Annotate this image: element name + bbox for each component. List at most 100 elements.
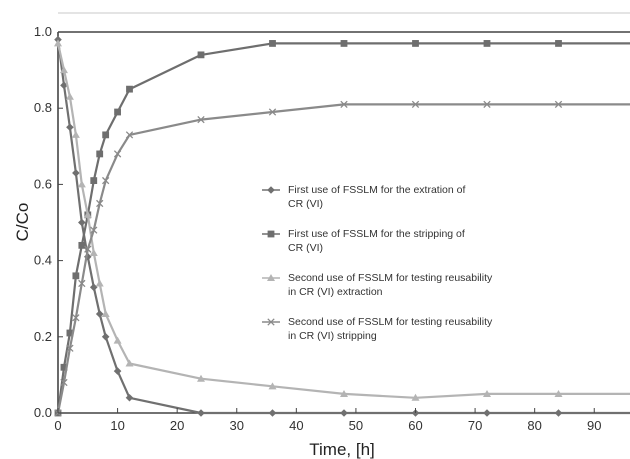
- data-point: [66, 344, 74, 352]
- x-marker-stroke: [66, 344, 74, 352]
- data-point: [483, 409, 491, 417]
- data-point: [60, 378, 68, 387]
- legend-label: Second use of FSSLM for testing reusabil…: [288, 316, 493, 328]
- data-point: [71, 130, 80, 138]
- y-tick-label: 0.6: [34, 176, 52, 191]
- ticks-layer: 0.0 0.2 0.4 0.6 0.8 1.0 0 10 20 30 40 50 60 70 80 90: [34, 24, 602, 433]
- data-point: [268, 382, 277, 390]
- data-point: [89, 248, 98, 256]
- x-tick-label: 70: [468, 418, 482, 433]
- data-point: [90, 226, 98, 234]
- legend-label: in CR (VI) stripping: [288, 330, 377, 342]
- data-point: [125, 359, 134, 367]
- legend-marker: [267, 318, 275, 326]
- data-point: [65, 92, 74, 100]
- data-point: [102, 131, 110, 139]
- data-point: [411, 100, 420, 109]
- series-line: [56, 42, 630, 414]
- data-point: [66, 123, 74, 132]
- legend-label: in CR (VI) extraction: [288, 286, 383, 298]
- data-point: [197, 409, 205, 417]
- x-marker-stroke: [102, 176, 110, 185]
- legend-entry-3: Second use of FSSLM for testing reusabil…: [262, 272, 493, 298]
- data-point: [101, 333, 110, 341]
- y-tick-label: 0.0: [34, 405, 52, 420]
- data-point: [197, 51, 205, 59]
- data-point: [268, 409, 277, 417]
- data-point: [554, 100, 563, 109]
- x-marker-stroke: [78, 279, 86, 288]
- x-marker-stroke: [267, 318, 275, 326]
- series-layer: [54, 35, 630, 417]
- x-tick-label: 10: [110, 418, 124, 433]
- x-tick-label: 0: [54, 418, 61, 433]
- series-line: [56, 43, 630, 399]
- data-point: [60, 363, 68, 371]
- legend-label: First use of FSSLM for the extration of: [288, 184, 465, 196]
- data-point: [483, 100, 491, 109]
- data-point: [78, 279, 86, 288]
- x-marker-stroke: [268, 108, 277, 116]
- data-point: [72, 272, 80, 280]
- data-point: [268, 108, 277, 116]
- x-marker-stroke: [96, 199, 104, 208]
- data-point: [66, 329, 74, 337]
- x-marker-stroke: [90, 226, 98, 234]
- data-point: [72, 314, 80, 322]
- y-tick-label: 1.0: [34, 24, 52, 39]
- data-point: [554, 389, 563, 397]
- x-marker-stroke: [113, 150, 122, 158]
- series-line: [56, 103, 630, 414]
- x-tick-label: 40: [289, 418, 303, 433]
- series-4: [54, 100, 630, 417]
- data-point: [269, 40, 276, 47]
- series-line: [56, 39, 630, 415]
- data-point: [340, 389, 348, 397]
- data-point: [102, 176, 110, 185]
- data-point: [84, 245, 92, 253]
- data-point: [113, 367, 122, 375]
- data-point: [411, 393, 420, 401]
- data-point: [95, 310, 104, 318]
- legend-label: First use of FSSLM for the stripping of: [288, 228, 465, 240]
- legend-marker: [267, 274, 275, 281]
- legend-entry-4: Second use of FSSLM for testing reusabil…: [262, 316, 493, 342]
- data-point: [340, 409, 348, 417]
- data-point: [90, 177, 98, 184]
- y-tick-label: 0.8: [34, 100, 52, 115]
- x-tick-label: 30: [230, 418, 244, 433]
- data-point: [96, 199, 104, 208]
- legend-label: CR (VI): [288, 198, 323, 210]
- series-1: [54, 35, 630, 417]
- data-point: [101, 309, 110, 317]
- legend: First use of FSSLM for the extration of C…: [262, 184, 493, 342]
- y-tick-label: 0.2: [34, 329, 52, 344]
- data-point: [54, 39, 62, 47]
- data-point: [483, 389, 491, 397]
- x-marker-stroke: [197, 115, 205, 124]
- data-point: [554, 409, 563, 417]
- legend-entry-1: First use of FSSLM for the extration of C…: [262, 184, 465, 210]
- legend-entry-2: First use of FSSLM for the stripping of C…: [262, 228, 465, 254]
- x-axis-title: Time, [h]: [309, 440, 375, 459]
- data-point: [483, 40, 491, 47]
- x-tick-label: 50: [349, 418, 363, 433]
- x-marker-stroke: [125, 131, 134, 139]
- data-point: [340, 100, 348, 109]
- data-point: [126, 85, 133, 93]
- y-axis-title: C/Co: [13, 203, 32, 242]
- data-point: [114, 108, 121, 116]
- data-point: [113, 336, 122, 344]
- plot-frame: [57, 31, 630, 414]
- x-tick-label: 60: [408, 418, 422, 433]
- data-point: [78, 241, 86, 249]
- x-marker-stroke: [72, 314, 80, 322]
- x-tick-label: 80: [527, 418, 541, 433]
- legend-label: CR (VI): [288, 242, 323, 254]
- data-point: [96, 150, 104, 158]
- data-point: [77, 180, 86, 188]
- data-point: [197, 115, 205, 124]
- series-3: [54, 39, 630, 401]
